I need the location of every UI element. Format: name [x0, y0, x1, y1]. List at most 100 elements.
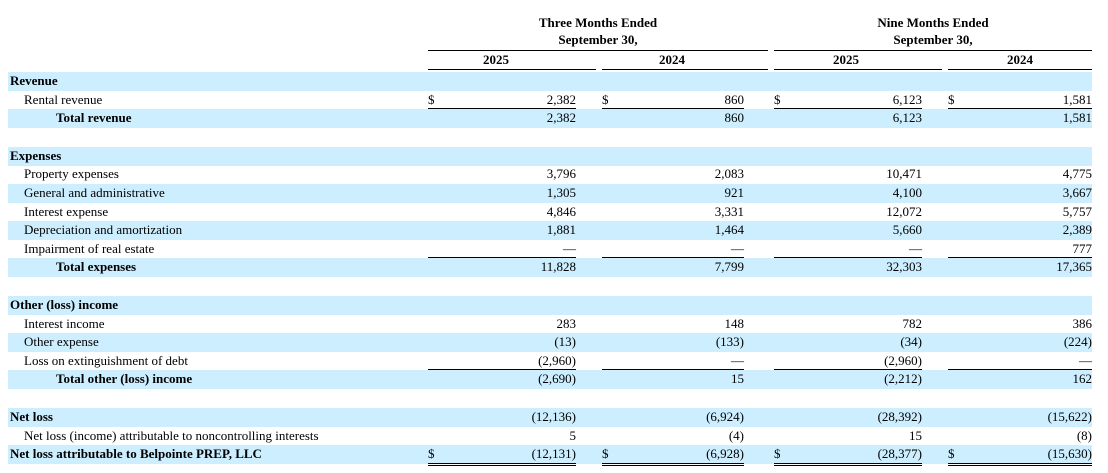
row-band: [8, 408, 1092, 427]
value-net_bp-col4: (15,630): [1047, 446, 1092, 461]
value-net_bp-col3: (28,377): [877, 446, 922, 461]
row-band: [8, 445, 1092, 464]
value-net_loss-col2: (6,924): [706, 409, 744, 424]
currency-symbol: $: [428, 446, 435, 461]
total-rule: [948, 369, 1092, 370]
row-band: [8, 221, 1092, 240]
currency-symbol: $: [602, 446, 609, 461]
value-loss_ext-col2: —: [731, 353, 744, 368]
value-int-col1: 4,846: [546, 204, 576, 219]
total-rule: [602, 257, 744, 258]
header-nine-months-line1: Nine Months Ended: [877, 15, 989, 30]
value-ga-col4: 3,667: [1062, 185, 1092, 200]
value-nci-col2: (4): [728, 428, 744, 443]
row-band: [8, 72, 1092, 91]
row-label-expenses_h: Expenses: [10, 148, 62, 163]
double-rule: [602, 463, 744, 466]
row-label-rental: Rental revenue: [24, 92, 103, 107]
value-ga-col3: 4,100: [892, 185, 922, 200]
value-prop-col4: 4,775: [1062, 166, 1092, 181]
value-total_exp-col2: 7,799: [714, 259, 744, 274]
value-total_exp-col1: 11,828: [540, 259, 576, 274]
total-rule: [774, 108, 922, 109]
value-int-col2: 3,331: [714, 204, 744, 219]
double-rule: [428, 463, 576, 466]
total-rule: [774, 369, 922, 370]
value-int_inc-col2: 148: [724, 316, 745, 331]
value-int-col3: 12,072: [886, 204, 922, 219]
row-band: [8, 296, 1092, 315]
year-rule-4: [948, 69, 1092, 70]
value-imp-col1: —: [563, 241, 576, 256]
value-net_loss-col3: (28,392): [877, 409, 922, 424]
value-total_oth-col3: (2,212): [884, 371, 922, 386]
total-rule: [948, 108, 1092, 109]
value-int-col4: 5,757: [1062, 204, 1092, 219]
total-rule: [428, 257, 576, 258]
value-net_bp-col2: (6,928): [706, 446, 744, 461]
header-nine-months-line2: September 30,: [893, 32, 973, 47]
value-int_inc-col3: 782: [902, 316, 923, 331]
value-total_exp-col4: 17,365: [1056, 259, 1092, 274]
year-rule-2: [602, 69, 768, 70]
value-total_rev-col2: 860: [724, 110, 745, 125]
value-oth_exp-col4: (224): [1063, 334, 1092, 349]
total-rule: [602, 108, 744, 109]
header-rule-three-months: [428, 50, 768, 51]
value-rental-col3: 6,123: [892, 92, 922, 107]
value-prop-col2: 2,083: [714, 166, 744, 181]
currency-symbol: $: [774, 92, 781, 107]
value-total_oth-col1: (2,690): [538, 371, 576, 386]
value-total_oth-col4: 162: [1072, 371, 1093, 386]
currency-symbol: $: [602, 92, 609, 107]
value-net_loss-col1: (12,136): [531, 409, 576, 424]
value-dep-col2: 1,464: [714, 222, 744, 237]
double-rule: [948, 463, 1092, 466]
value-ga-col1: 1,305: [546, 185, 576, 200]
row-band: [8, 370, 1092, 389]
value-nci-col1: 5: [569, 428, 577, 443]
value-net_bp-col1: (12,131): [531, 446, 576, 461]
row-label-ga: General and administrative: [24, 185, 165, 200]
header-three-months-line1: Three Months Ended: [538, 15, 658, 30]
row-label-int: Interest expense: [24, 204, 109, 219]
row-label-dep: Depreciation and amortization: [24, 222, 183, 237]
row-band: [8, 258, 1092, 277]
value-nci-col3: 15: [909, 428, 922, 443]
row-band: [8, 147, 1092, 166]
row-label-oth_exp: Other expense: [24, 334, 99, 349]
value-dep-col1: 1,881: [546, 222, 576, 237]
value-ga-col2: 921: [724, 185, 745, 200]
double-rule: [774, 463, 922, 466]
value-prop-col1: 3,796: [546, 166, 576, 181]
year-col-1: 2025: [483, 52, 509, 67]
row-label-nci: Net loss (income) attributable to noncon…: [24, 428, 319, 443]
year-col-3: 2025: [833, 52, 859, 67]
total-rule: [774, 257, 922, 258]
year-rule-1: [428, 69, 596, 70]
row-label-int_inc: Interest income: [24, 316, 105, 331]
value-dep-col4: 2,389: [1062, 222, 1092, 237]
row-label-loss_ext: Loss on extinguishment of debt: [24, 353, 188, 368]
header-three-months-line2: September 30,: [558, 32, 638, 47]
total-rule: [948, 257, 1092, 258]
row-band: [8, 184, 1092, 203]
currency-symbol: $: [428, 92, 435, 107]
row-label-net_loss: Net loss: [10, 409, 53, 424]
header-nine-months: Nine Months Ended September 30,: [774, 14, 1092, 48]
value-int_inc-col1: 283: [556, 316, 577, 331]
value-loss_ext-col4: —: [1079, 353, 1092, 368]
total-rule: [602, 369, 744, 370]
value-total_oth-col2: 15: [731, 371, 744, 386]
value-oth_exp-col1: (13): [554, 334, 576, 349]
value-total_exp-col3: 32,303: [886, 259, 922, 274]
value-rental-col2: 860: [724, 92, 745, 107]
value-dep-col3: 5,660: [892, 222, 922, 237]
header-rule-nine-months: [774, 50, 1092, 51]
value-total_rev-col4: 1,581: [1062, 110, 1092, 125]
row-label-total_rev: Total revenue: [56, 110, 132, 125]
currency-symbol: $: [948, 446, 955, 461]
row-label-imp: Impairment of real estate: [24, 241, 155, 256]
value-rental-col4: 1,581: [1062, 92, 1092, 107]
header-three-months: Three Months Ended September 30,: [428, 14, 768, 48]
